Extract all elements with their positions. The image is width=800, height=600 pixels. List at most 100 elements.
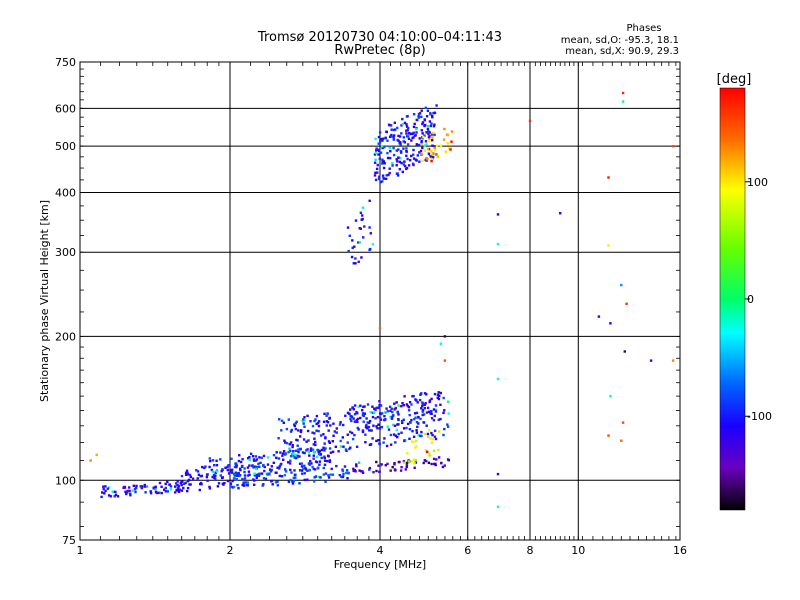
data-point	[126, 491, 129, 494]
data-point	[395, 428, 398, 432]
data-point	[288, 443, 291, 446]
data-point	[406, 143, 410, 146]
data-point	[378, 406, 381, 410]
data-point	[305, 440, 308, 443]
data-point	[211, 470, 214, 473]
data-point	[428, 131, 431, 134]
data-point	[232, 477, 236, 480]
data-point	[206, 473, 209, 476]
data-point	[393, 468, 397, 471]
data-point	[143, 483, 146, 487]
data-point	[388, 135, 392, 139]
data-point	[206, 479, 209, 482]
data-point	[346, 411, 350, 415]
data-point	[349, 430, 352, 434]
data-point	[363, 412, 366, 415]
data-point	[399, 143, 402, 146]
data-point	[184, 471, 188, 474]
data-point	[315, 460, 319, 464]
data-point	[446, 133, 450, 137]
data-point	[176, 480, 179, 483]
data-point	[413, 418, 416, 421]
data-point	[354, 257, 357, 260]
data-point	[341, 475, 344, 479]
data-point	[410, 132, 414, 135]
data-point	[326, 412, 329, 416]
data-point	[412, 458, 416, 461]
data-point	[394, 128, 397, 131]
data-point	[309, 449, 313, 452]
data-point	[132, 484, 135, 487]
data-point	[373, 411, 376, 414]
data-point	[335, 431, 338, 434]
data-point	[339, 445, 343, 448]
data-point	[408, 428, 412, 431]
data-point	[377, 149, 381, 153]
data-point	[597, 315, 601, 318]
data-point	[436, 393, 440, 397]
data-point	[415, 445, 418, 448]
data-point	[314, 418, 317, 421]
data-point	[302, 467, 305, 470]
data-point	[277, 457, 281, 460]
data-point	[443, 464, 446, 467]
data-point	[395, 164, 398, 167]
data-point	[254, 459, 257, 462]
data-point	[101, 491, 104, 494]
data-point	[242, 484, 246, 487]
data-point	[411, 136, 414, 140]
data-point	[176, 483, 179, 487]
data-point	[405, 426, 408, 430]
data-point	[326, 421, 330, 424]
data-point	[243, 467, 246, 470]
data-point	[319, 434, 323, 437]
data-point	[366, 421, 369, 424]
data-point	[352, 467, 355, 470]
data-point	[365, 426, 368, 430]
data-point	[383, 418, 387, 421]
data-point	[294, 427, 298, 431]
data-point	[348, 234, 351, 237]
data-point	[416, 401, 419, 404]
data-point	[405, 465, 408, 469]
data-point	[413, 412, 417, 415]
data-point	[308, 468, 311, 472]
data-point	[376, 171, 379, 174]
y-tick-label: 100	[55, 474, 76, 487]
data-point	[179, 482, 182, 485]
data-point	[368, 466, 372, 470]
data-point	[353, 433, 356, 437]
data-point	[402, 163, 406, 166]
data-point	[423, 118, 426, 121]
data-point	[410, 460, 413, 463]
data-point	[158, 481, 162, 485]
colorbar-tick-label: 100	[747, 176, 768, 189]
data-point	[421, 146, 424, 150]
data-point	[391, 465, 394, 469]
data-point	[443, 409, 446, 412]
data-point	[234, 471, 237, 474]
data-point	[420, 392, 423, 395]
data-point	[361, 412, 365, 415]
data-point	[292, 476, 295, 480]
data-point	[374, 417, 377, 420]
data-point	[443, 127, 446, 131]
data-point	[356, 420, 359, 423]
data-point	[357, 405, 360, 408]
data-point	[322, 433, 325, 436]
data-point	[106, 487, 109, 490]
data-point	[131, 489, 134, 492]
data-point	[276, 484, 279, 487]
data-point	[149, 490, 152, 493]
data-point	[426, 147, 430, 151]
data-point	[189, 475, 192, 479]
data-point	[430, 149, 433, 153]
data-point	[328, 460, 332, 463]
data-point	[442, 433, 445, 437]
data-point	[358, 227, 361, 230]
data-point	[381, 139, 384, 142]
data-point	[288, 447, 291, 450]
data-point	[418, 151, 421, 154]
data-point	[342, 445, 345, 448]
